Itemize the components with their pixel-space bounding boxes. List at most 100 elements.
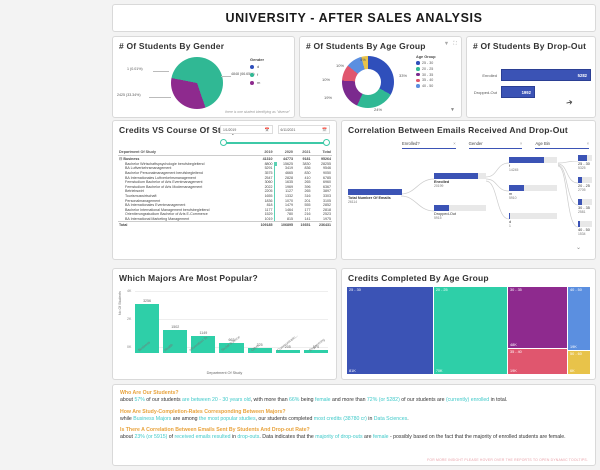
bar-column[interactable]: 205 bbox=[275, 293, 300, 353]
bar-rect[interactable] bbox=[247, 348, 272, 353]
treemap-cell-30-35[interactable]: 30 - 35 48K bbox=[507, 287, 568, 349]
dropout-bar-chart[interactable]: Enrolled 5282 Dropped-Out 1992 bbox=[467, 69, 595, 98]
node-label: Total Number Of Emails bbox=[348, 195, 391, 200]
tree-node-enrolled[interactable]: Enrolled 20199 bbox=[434, 173, 486, 188]
col-total[interactable]: Total bbox=[311, 149, 332, 156]
close-icon[interactable]: × bbox=[519, 141, 523, 146]
bar-rect[interactable] bbox=[135, 304, 160, 353]
treemap-column-mid: 30 - 35 48K 35 - 40 19K bbox=[507, 287, 568, 374]
calendar-icon[interactable]: 📅 bbox=[322, 127, 327, 132]
cell-value: 1070 bbox=[273, 198, 294, 203]
tree-node-age-25-30[interactable]: 25 - 30 5325 bbox=[578, 155, 592, 170]
legend-item-d[interactable]: d bbox=[250, 64, 290, 69]
bar-column[interactable]: 1149 bbox=[191, 293, 216, 353]
filter-enrolled[interactable]: Enrolled? × bbox=[402, 141, 456, 149]
tree-node-age-40-50[interactable]: 40 - 50 1534 bbox=[578, 221, 592, 236]
legend-item-40-50[interactable]: 40 - 50 bbox=[416, 84, 458, 88]
tree-node-age-20-25[interactable]: 20 - 25 2705 bbox=[578, 177, 592, 192]
decomposition-tree[interactable]: Total Number Of Emails 26114 Enrolled 20… bbox=[346, 155, 592, 253]
tree-node-root[interactable]: Total Number Of Emails 26114 bbox=[348, 189, 402, 204]
tree-node-diverse[interactable]: d 1 bbox=[509, 213, 557, 228]
bar-rect[interactable] bbox=[275, 349, 300, 353]
table-row[interactable]: BA Internationales Luftverkehrsmanagemen… bbox=[118, 175, 332, 180]
bar-fill[interactable]: 1992 bbox=[501, 86, 535, 98]
table-row[interactable]: ⊟Business 41310 44773 9181 95264 bbox=[118, 156, 332, 162]
gender-pie-chart[interactable]: 1 (0.01%) 2425 (33.34%) 4848 (66.65%) Ge… bbox=[113, 51, 294, 115]
bar-column[interactable]: 325 bbox=[247, 293, 272, 353]
bar-column[interactable]: 663 bbox=[219, 293, 244, 353]
table-row[interactable]: Fernstudium Bachelor of Arts Modemanagem… bbox=[118, 184, 332, 190]
table-row[interactable]: Bachelor International Management berufs… bbox=[118, 207, 332, 213]
bar-rect[interactable] bbox=[219, 343, 244, 353]
filter-icon[interactable]: ▼ bbox=[443, 41, 450, 47]
col-2021[interactable]: 2021 bbox=[294, 149, 312, 156]
bar-label: Enrolled bbox=[482, 72, 497, 78]
table-row[interactable]: Total 109185 106895 19351 236431 bbox=[118, 221, 332, 227]
table-row[interactable]: BA Internationales Eventmanagement 818 147… bbox=[118, 202, 332, 208]
tree-node-male[interactable]: m 5910 bbox=[509, 185, 557, 200]
date-range-slider[interactable] bbox=[220, 139, 330, 147]
table-row[interactable]: BA International Marketing Management 101… bbox=[118, 216, 332, 222]
bar-rect[interactable] bbox=[303, 350, 328, 353]
bar-column[interactable]: 174 bbox=[303, 293, 328, 353]
filter-gender[interactable]: Gender × bbox=[468, 141, 523, 149]
tree-node-female[interactable]: f 14245 bbox=[509, 157, 557, 172]
table-row[interactable]: Tourismuswirtschaft 1655 1332 316 3303 bbox=[118, 193, 332, 199]
table-row[interactable]: Fernstudium Bachelor of Arts Eventmanage… bbox=[118, 179, 332, 185]
credits-table[interactable]: Department Of Study 2019 2020 2021 Total… bbox=[118, 149, 332, 257]
table-row[interactable]: Personalmanagement 1836 1070 201 3105 bbox=[118, 198, 332, 203]
age-group-donut[interactable] bbox=[342, 56, 394, 108]
bar-column[interactable]: 1502 bbox=[163, 293, 188, 353]
date-to-input[interactable]: 6/11/2021 📅 bbox=[277, 125, 330, 134]
cell-value: 1836 bbox=[264, 198, 273, 203]
bar-fill[interactable]: 5282 bbox=[501, 69, 591, 81]
col-department[interactable]: Department Of Study bbox=[118, 149, 254, 156]
table-row[interactable]: Bachelor Personalmanagement berufsbeglei… bbox=[118, 170, 332, 176]
date-range-slicer[interactable]: 1/1/2019 📅 6/11/2021 📅 bbox=[220, 125, 330, 147]
date-from-input[interactable]: 1/1/2019 📅 bbox=[220, 125, 273, 134]
node-bar bbox=[578, 155, 592, 161]
calendar-icon[interactable]: 📅 bbox=[264, 127, 270, 132]
close-icon[interactable]: × bbox=[586, 141, 590, 146]
table-row[interactable]: Orientierungsstudium Bachelor of Arts E-… bbox=[118, 212, 332, 217]
treemap-cell-value: 19K bbox=[509, 369, 517, 373]
table-row[interactable]: BA Luftverkehrsmanagement 5291 3419 836 9546 bbox=[118, 166, 332, 171]
slider-handle-right[interactable] bbox=[323, 139, 330, 146]
bar-column[interactable]: 3256 bbox=[135, 293, 160, 353]
slider-handle-left[interactable] bbox=[220, 139, 227, 146]
expand-icon[interactable]: ⊟ bbox=[119, 156, 123, 162]
tree-node-dropped-out[interactable]: Dropped-Out 5915 bbox=[434, 205, 486, 220]
chevron-down-icon[interactable]: ⌄ bbox=[575, 245, 581, 251]
legend-item-25-30[interactable]: 25 - 30 bbox=[416, 61, 458, 65]
legend-item-m[interactable]: m bbox=[250, 80, 290, 85]
treemap-cell-25-30[interactable]: 25 - 30 81K bbox=[347, 287, 433, 374]
gender-pie[interactable] bbox=[171, 57, 223, 109]
bar-row-enrolled[interactable]: Enrolled 5282 bbox=[471, 69, 591, 81]
legend-item-20-25[interactable]: 20 - 25 bbox=[416, 67, 458, 71]
bar-rect[interactable] bbox=[163, 330, 188, 353]
table-row[interactable]: Betriebswirt 2205 1127 265 3897 bbox=[118, 189, 332, 194]
y-tick-0k: 0K bbox=[127, 345, 132, 349]
legend-item-f[interactable]: f bbox=[250, 72, 290, 77]
col-2020[interactable]: 2020 bbox=[273, 149, 294, 156]
tree-node-age-30-35[interactable]: 30 - 35 2581 bbox=[578, 199, 592, 214]
majors-bar-chart[interactable]: No Of Students 4K 2K 0K 3256 1502 1149 663 3… bbox=[118, 287, 330, 375]
age-group-donut-chart[interactable]: 33% 24% 19% 10% 10% 4% Age Group 25 - 30… bbox=[300, 51, 461, 115]
bar-row-dropped-out[interactable]: Dropped-Out 1992 bbox=[471, 86, 591, 98]
legend-swatch-icon bbox=[416, 78, 420, 83]
focus-mode-icon[interactable]: ⛶ bbox=[453, 41, 457, 47]
treemap-cell-50-60[interactable]: 50 - 60 6K bbox=[568, 351, 590, 374]
gender-label-d: 1 (0.01%) bbox=[127, 67, 143, 71]
bar-rect[interactable] bbox=[191, 335, 216, 353]
treemap-cell-20-25[interactable]: 20 - 25 70K bbox=[433, 287, 507, 374]
legend-item-30-35[interactable]: 30 - 35 bbox=[416, 73, 458, 77]
treemap-cell-40-50[interactable]: 40 - 50 19K bbox=[568, 287, 590, 351]
filter-age-bin[interactable]: Age Bin × bbox=[535, 141, 590, 149]
table-row[interactable]: Bachelor Wirtschaftspsychologie berufsbe… bbox=[118, 161, 332, 167]
chevron-down-icon[interactable]: ▼ bbox=[450, 107, 455, 113]
treemap-cell-35-40[interactable]: 35 - 40 19K bbox=[507, 349, 568, 374]
close-icon[interactable]: × bbox=[453, 141, 456, 146]
col-2019[interactable]: 2019 bbox=[253, 149, 274, 156]
legend-item-35-40[interactable]: 35 - 40 bbox=[416, 78, 458, 82]
treemap-chart[interactable]: 25 - 30 81K 20 - 25 70K 30 - 35 48K 35 -… bbox=[347, 287, 590, 374]
